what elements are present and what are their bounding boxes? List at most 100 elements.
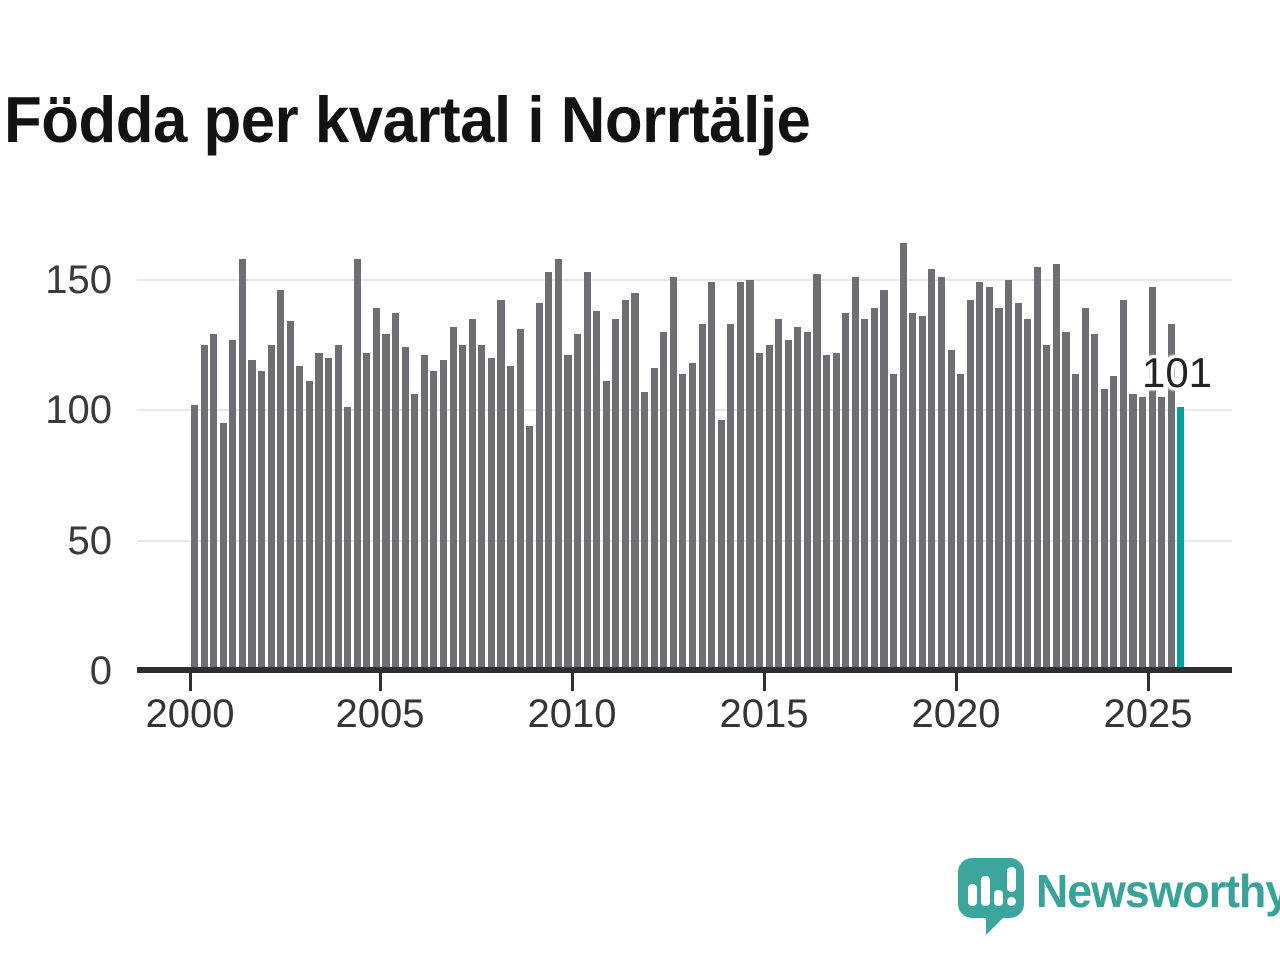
logo-wordmark: Newsworthy: [1036, 865, 1280, 917]
bar: [411, 394, 419, 671]
bar: [478, 344, 486, 671]
y-tick-label: 100: [45, 388, 112, 432]
bar: [650, 368, 658, 671]
bar: [1119, 300, 1128, 671]
bar: [516, 329, 524, 671]
bar: [966, 300, 974, 671]
bar: [1081, 308, 1089, 671]
bar: [688, 363, 697, 671]
bar: [1052, 263, 1060, 671]
bar: [257, 370, 266, 671]
bar: [631, 292, 639, 671]
bar: [1148, 287, 1156, 671]
bar: [267, 344, 275, 671]
bar: [870, 308, 879, 671]
bar: [190, 404, 199, 671]
bar: [334, 344, 342, 671]
x-tick-label: 2020: [911, 692, 1001, 736]
bar: [200, 344, 208, 671]
bar: [382, 334, 390, 671]
bar: [708, 282, 716, 671]
bar: [1091, 334, 1099, 671]
bar: [286, 321, 294, 671]
bar: [468, 318, 476, 671]
bar: [890, 373, 898, 671]
bar: [392, 313, 400, 671]
bar: [238, 258, 246, 671]
bar: [832, 352, 840, 671]
bar: [296, 365, 304, 671]
bar: [612, 318, 620, 671]
logo-exclamation-dot-icon: [1007, 897, 1016, 906]
bar: [736, 282, 744, 671]
bar: [372, 308, 381, 671]
bar: [229, 339, 237, 671]
bar: [574, 334, 582, 671]
bar: [315, 352, 323, 671]
logo-bar-icon: [981, 876, 990, 906]
bar: [439, 360, 448, 671]
bar: [210, 334, 218, 671]
bar: [995, 308, 1003, 671]
bar: [880, 289, 888, 671]
logo-bar-icon: [994, 890, 1003, 906]
x-tick-label: 2010: [527, 692, 617, 736]
x-tick-label: 2025: [1103, 692, 1193, 736]
x-axis-line: [137, 667, 1232, 673]
bar: [746, 279, 754, 671]
bar: [1043, 344, 1051, 671]
bar: [803, 331, 811, 671]
bar: [813, 274, 821, 671]
last-value-annotation: 101: [1141, 349, 1213, 396]
axis-tick: [378, 673, 382, 691]
bar: [554, 258, 562, 671]
bar: [1139, 396, 1147, 671]
bar: [937, 276, 946, 671]
logo-exclamation-icon: [1007, 867, 1016, 892]
plot-area: [137, 228, 1232, 691]
y-tick-label: 0: [89, 649, 112, 693]
bar: [430, 370, 438, 671]
bar: [918, 316, 926, 671]
bar: [497, 300, 505, 671]
bar: [219, 423, 227, 671]
bar: [1004, 279, 1013, 671]
bar: [344, 407, 352, 671]
axis-tick: [762, 673, 766, 691]
y-tick-label: 50: [67, 518, 113, 563]
bar: [459, 344, 467, 671]
bar: [401, 347, 409, 671]
axis-tick: [188, 673, 192, 691]
bar: [363, 352, 371, 671]
bar: [277, 289, 285, 671]
bar: [641, 391, 649, 671]
bar: [325, 357, 333, 671]
bar: [1129, 394, 1137, 671]
bar: [583, 271, 591, 671]
bar: [1062, 331, 1070, 671]
bar: [909, 313, 917, 671]
bar: [353, 258, 361, 671]
bar: [1110, 376, 1118, 671]
bar: [842, 313, 850, 671]
bar: [727, 323, 735, 671]
bar: [669, 276, 677, 671]
bar: [775, 318, 783, 671]
bar: [717, 420, 725, 671]
bar: [698, 323, 706, 671]
axis-tick: [1146, 673, 1150, 691]
bar: [679, 373, 687, 671]
bar: [1014, 303, 1022, 671]
bar: [660, 331, 668, 671]
bar: [621, 300, 630, 671]
bar: [487, 357, 495, 671]
newsworthy-logo: Newsworthy: [956, 854, 1280, 944]
bar: [420, 355, 428, 671]
bar: [899, 243, 907, 671]
bar: [305, 381, 313, 671]
axis-tick: [570, 673, 574, 691]
bar: [248, 360, 256, 671]
axis-tick: [954, 673, 958, 691]
bar: [602, 381, 610, 671]
